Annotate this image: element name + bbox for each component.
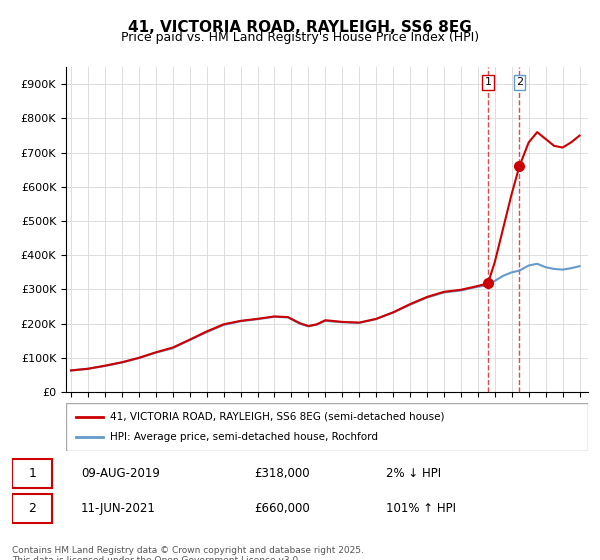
Text: 41, VICTORIA ROAD, RAYLEIGH, SS6 8EG (semi-detached house): 41, VICTORIA ROAD, RAYLEIGH, SS6 8EG (se… [110, 412, 445, 422]
Text: 41, VICTORIA ROAD, RAYLEIGH, SS6 8EG: 41, VICTORIA ROAD, RAYLEIGH, SS6 8EG [128, 20, 472, 35]
Text: 1: 1 [28, 466, 36, 480]
FancyBboxPatch shape [66, 403, 588, 451]
Text: 2: 2 [516, 77, 523, 87]
Text: 101% ↑ HPI: 101% ↑ HPI [386, 502, 457, 515]
Text: HPI: Average price, semi-detached house, Rochford: HPI: Average price, semi-detached house,… [110, 432, 379, 442]
Text: 09-AUG-2019: 09-AUG-2019 [81, 466, 160, 480]
Text: 1: 1 [485, 77, 491, 87]
Text: 11-JUN-2021: 11-JUN-2021 [81, 502, 156, 515]
Text: Contains HM Land Registry data © Crown copyright and database right 2025.
This d: Contains HM Land Registry data © Crown c… [12, 546, 364, 560]
FancyBboxPatch shape [12, 459, 52, 488]
Text: 2% ↓ HPI: 2% ↓ HPI [386, 466, 442, 480]
Text: £660,000: £660,000 [254, 502, 310, 515]
FancyBboxPatch shape [12, 493, 52, 523]
Text: £318,000: £318,000 [254, 466, 310, 480]
Text: 2: 2 [28, 502, 36, 515]
Text: Price paid vs. HM Land Registry's House Price Index (HPI): Price paid vs. HM Land Registry's House … [121, 31, 479, 44]
